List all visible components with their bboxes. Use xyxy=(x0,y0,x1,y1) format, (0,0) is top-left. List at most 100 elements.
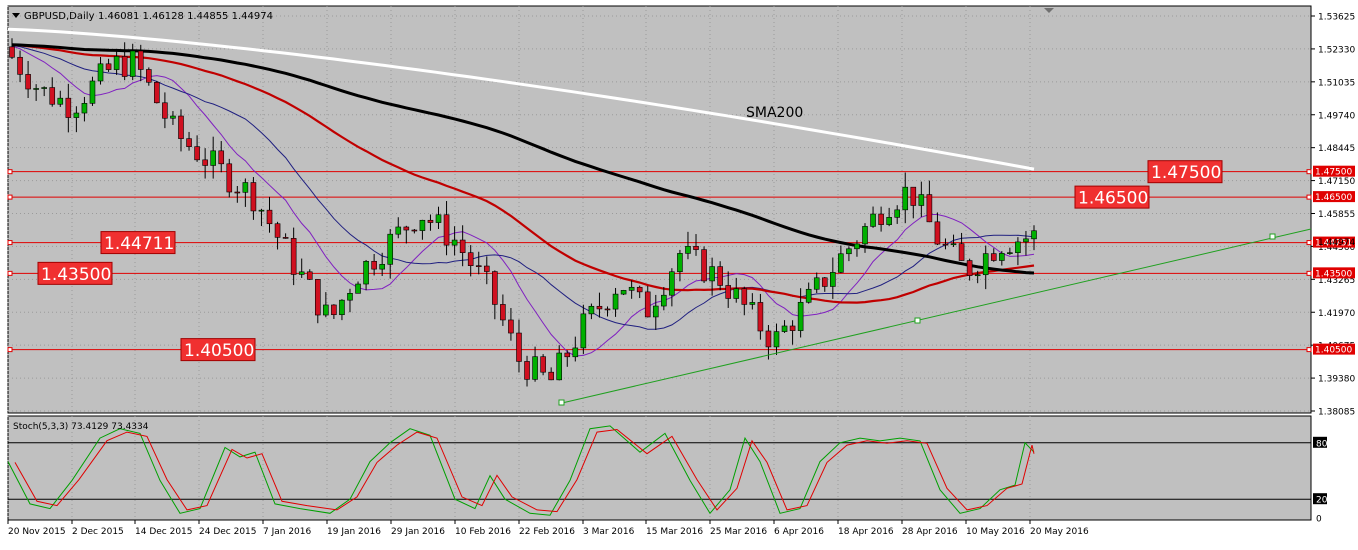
price-tick-label: 1.49740 xyxy=(1318,111,1355,121)
price-tick-label: 1.45855 xyxy=(1318,210,1355,220)
price-tick-label: 1.53625 xyxy=(1318,13,1355,23)
bear-candle xyxy=(314,279,321,316)
bull-candle xyxy=(1023,238,1029,243)
level-handle xyxy=(7,169,13,175)
level-axis-label: 1.46500 xyxy=(1315,193,1352,203)
dropdown-triangle-icon[interactable] xyxy=(12,13,20,18)
bull-candle xyxy=(170,115,176,119)
bull-candle xyxy=(1031,230,1037,240)
bull-candle xyxy=(129,50,136,77)
sma10-line xyxy=(11,45,1035,357)
price-tick-label: 1.51035 xyxy=(1318,78,1355,88)
bull-candle xyxy=(773,331,780,348)
bear-candle xyxy=(596,305,603,310)
bear-candle xyxy=(162,102,168,119)
bear-candle xyxy=(765,330,772,348)
sma20-line xyxy=(11,44,1035,330)
bear-candle xyxy=(693,245,699,250)
bear-candle xyxy=(49,87,56,105)
bear-candle xyxy=(701,249,707,282)
trendline-handle xyxy=(1269,233,1276,240)
bear-candle xyxy=(910,186,917,206)
bull-candle xyxy=(33,88,39,90)
bear-candle xyxy=(17,56,23,75)
stoch-axis-box xyxy=(1313,493,1327,505)
bull-candle xyxy=(1015,241,1021,253)
level-handle xyxy=(1306,347,1312,353)
time-tick-label: 19 Jan 2016 xyxy=(327,527,381,537)
level-price-label: 1.40500 xyxy=(184,341,254,361)
bear-candle xyxy=(65,97,72,118)
price-tick-label: 1.44560 xyxy=(1318,243,1355,253)
sma200-annotation: SMA200 xyxy=(746,105,803,121)
price-tick-label: 1.52330 xyxy=(1318,45,1355,55)
level-handle xyxy=(7,194,13,200)
bull-candle xyxy=(419,219,426,231)
chart-shift-marker-icon[interactable] xyxy=(1044,8,1054,13)
bear-candle xyxy=(226,163,233,193)
bull-candle xyxy=(258,209,265,212)
price-tick-label: 1.48445 xyxy=(1318,144,1355,154)
candlesticks xyxy=(9,38,1037,387)
level-price-label: 1.44711 xyxy=(104,234,174,254)
price-tick-label: 1.39380 xyxy=(1318,375,1355,385)
bull-candle xyxy=(89,80,96,104)
stoch-axis-label: 0 xyxy=(1316,515,1322,525)
bear-candle xyxy=(741,288,748,305)
sma50-line xyxy=(11,43,1035,304)
time-axis: 20 Nov 2015 2 Dec 2015 14 Dec 2015 24 Dec 2… xyxy=(7,520,1089,537)
bull-candle xyxy=(323,304,329,316)
bear-candle xyxy=(202,159,208,166)
stoch-main-line xyxy=(7,425,1035,516)
bull-candle xyxy=(588,305,595,315)
bull-candle xyxy=(57,97,64,105)
bear-candle xyxy=(508,319,514,334)
bull-candle xyxy=(652,305,659,318)
bear-candle xyxy=(218,150,225,165)
bear-candle xyxy=(443,214,450,246)
time-tick-label: 2 Dec 2015 xyxy=(72,527,124,537)
bear-candle xyxy=(524,361,530,380)
bull-candle xyxy=(298,271,305,275)
bull-candle xyxy=(709,266,715,282)
level-price-box xyxy=(1147,160,1223,184)
bull-candle xyxy=(918,194,925,206)
bull-candle xyxy=(894,209,900,218)
time-tick-label: 6 Apr 2016 xyxy=(774,527,824,537)
time-tick-label: 3 Mar 2016 xyxy=(583,527,635,537)
bear-candle xyxy=(154,81,160,104)
bull-candle xyxy=(661,294,667,307)
bear-candle xyxy=(459,239,466,253)
bull-candle xyxy=(363,260,369,285)
support-trendline xyxy=(561,228,1312,404)
bull-candle xyxy=(387,233,394,265)
bear-candle xyxy=(427,219,434,223)
bull-candle xyxy=(532,356,538,380)
bear-candle xyxy=(821,277,828,287)
bull-candle xyxy=(902,186,909,211)
price-tick-label: 1.41970 xyxy=(1318,309,1355,319)
stochastic-label: Stoch(5,3,3) 73.4129 73.4334 xyxy=(13,422,149,432)
bear-candle xyxy=(467,252,474,266)
time-tick-label: 10 May 2016 xyxy=(966,527,1025,537)
bear-candle xyxy=(331,304,337,316)
moving-averages xyxy=(7,27,1035,357)
bull-candle xyxy=(628,286,635,291)
bear-candle xyxy=(411,229,418,232)
chart-header: GBPUSD,Daily 1.46081 1.46128 1.44855 1.4… xyxy=(12,11,273,22)
bull-candle xyxy=(339,299,345,316)
trendline[interactable] xyxy=(558,228,1312,406)
bull-candle xyxy=(620,290,627,295)
bull-candle xyxy=(982,253,989,276)
bull-candle xyxy=(677,253,683,273)
stochastic-panel[interactable] xyxy=(7,415,1312,521)
bear-candle xyxy=(282,237,289,239)
current-price-label: 1.44974 xyxy=(1318,238,1355,248)
level-price-label: 1.46500 xyxy=(1078,189,1148,209)
bull-candle xyxy=(97,63,104,82)
bear-candle xyxy=(492,271,498,305)
bull-candle xyxy=(854,243,860,250)
bear-candle xyxy=(990,253,997,261)
bull-candle xyxy=(347,293,353,301)
level-axis-box xyxy=(1313,343,1355,355)
